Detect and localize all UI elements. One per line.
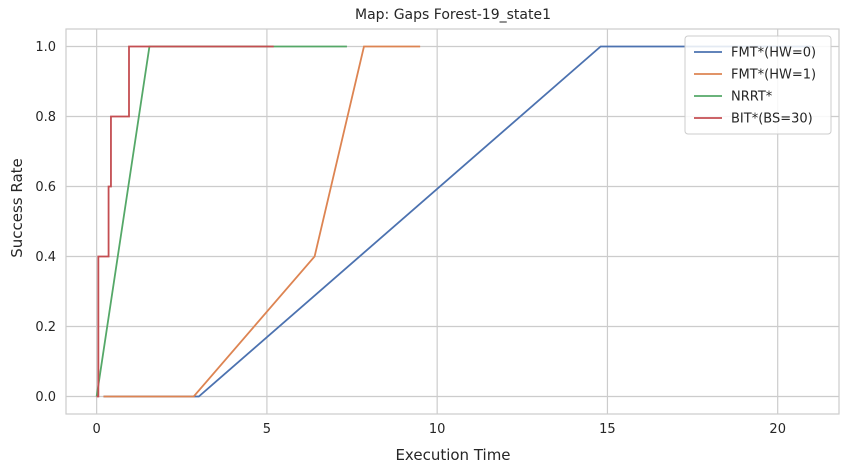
series-line-4 xyxy=(96,45,274,398)
x-axis-label: Execution Time xyxy=(395,446,510,464)
series-line-2 xyxy=(103,45,421,398)
y-tick-label: 1.0 xyxy=(35,40,56,55)
chart-title: Map: Gaps Forest-19_state1 xyxy=(355,7,551,23)
x-tick-label: 5 xyxy=(263,422,271,437)
y-tick-label: 0.2 xyxy=(35,320,56,335)
legend-entry: BIT*(BS=30) xyxy=(731,112,813,127)
legend: FMT*(HW=0) FMT*(HW=1) NRRT* BIT*(BS=30) xyxy=(684,35,832,135)
x-tick-label: 0 xyxy=(93,422,101,437)
legend-box xyxy=(684,35,832,135)
y-tick-label: 0.8 xyxy=(35,110,56,125)
plot-frame xyxy=(65,28,840,415)
x-tick-label: 20 xyxy=(769,422,786,437)
x-tick-label: 15 xyxy=(599,422,616,437)
y-tick-label: 0.0 xyxy=(35,390,56,405)
legend-entry: NRRT* xyxy=(731,90,773,105)
legend-entry: FMT*(HW=0) xyxy=(731,46,816,61)
y-tick-label: 0.4 xyxy=(35,250,56,265)
x-tick-label: 10 xyxy=(429,422,446,437)
tick-labels: 0 5 10 15 20 0.0 0.2 0.4 0.6 0.8 1.0 xyxy=(35,40,786,437)
y-tick-label: 0.6 xyxy=(35,180,56,195)
series-line-3 xyxy=(95,45,347,397)
y-axis-label: Success Rate xyxy=(8,158,26,258)
legend-entry: FMT*(HW=1) xyxy=(731,68,816,83)
